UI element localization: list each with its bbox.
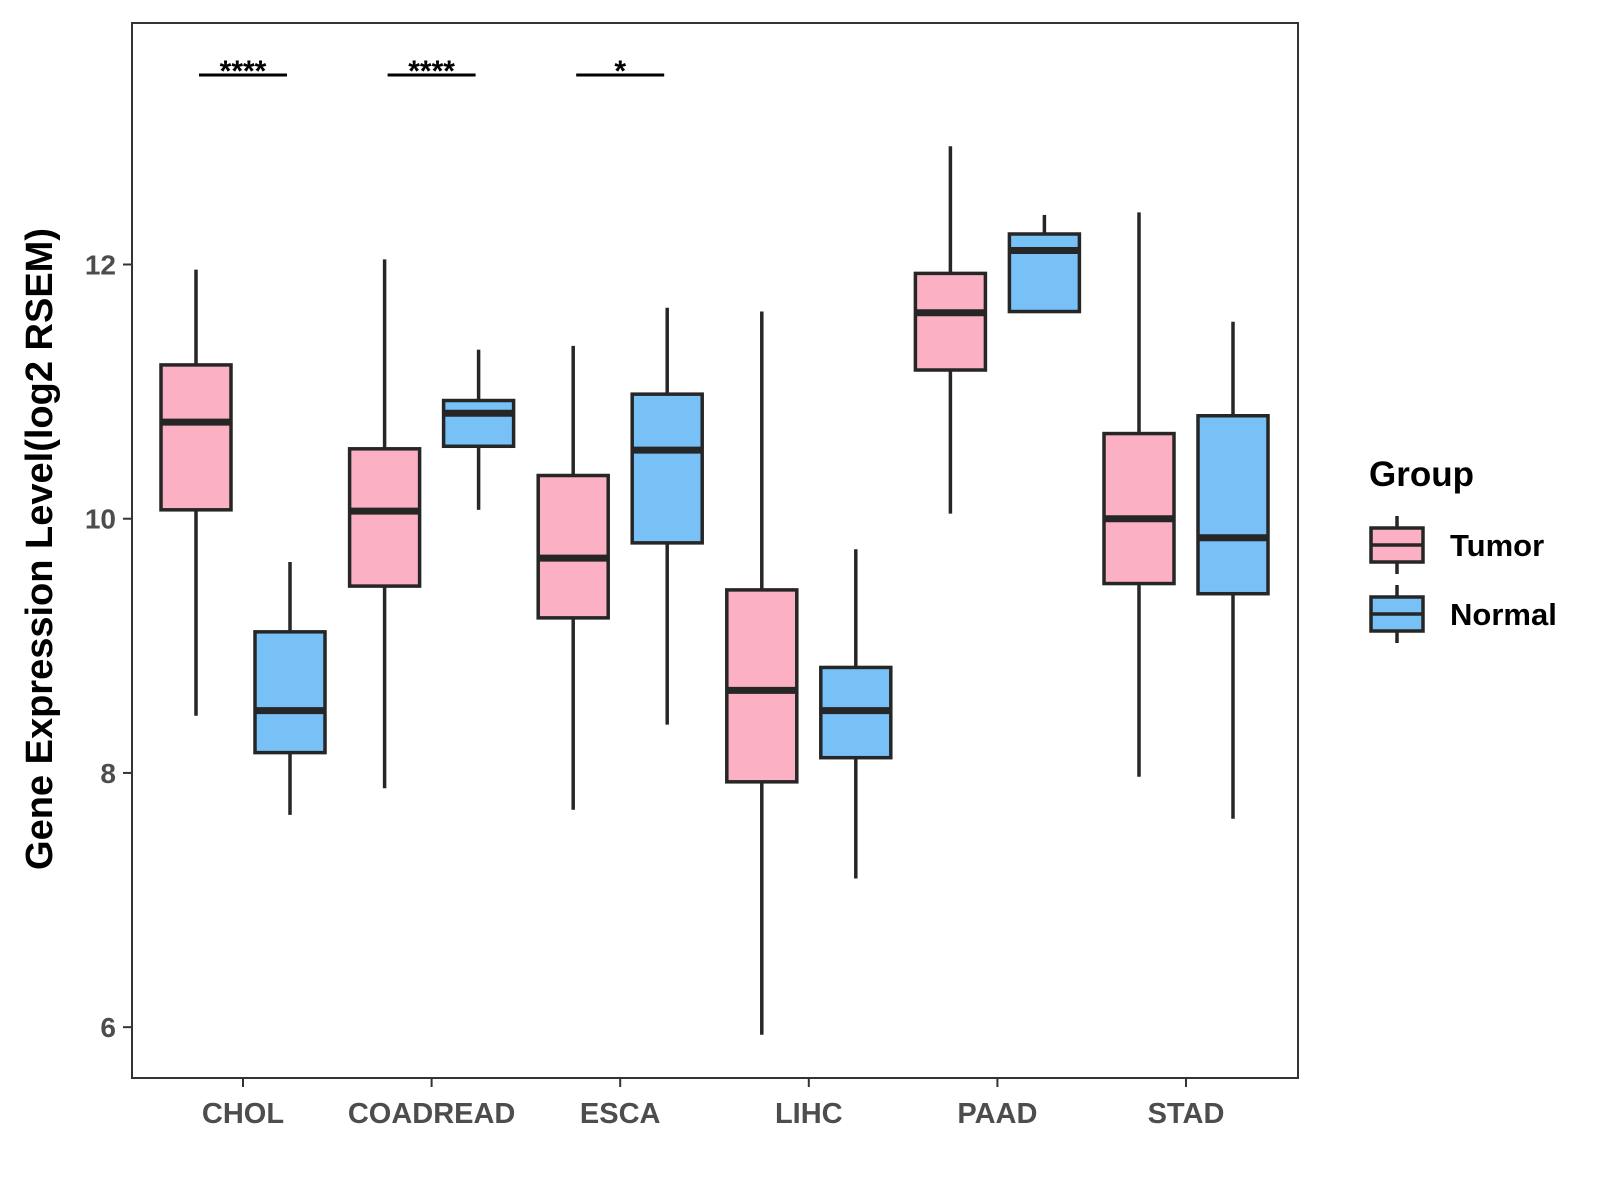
- y-tick-label-6: 6: [100, 1012, 116, 1043]
- x-tick-label-lihc: LIHC: [775, 1098, 843, 1130]
- plot-area: **** **** *: [159, 55, 1270, 1035]
- legend-title: Group: [1369, 455, 1474, 494]
- box-body-stad-normal: [1196, 414, 1270, 596]
- significance-label-esca: *: [614, 55, 626, 88]
- x-tick-label-chol: CHOL: [202, 1098, 284, 1130]
- axes: 6 8 10 12 CHOL COADREAD ESCA LIHC PAAD STAD: [85, 22, 1299, 1130]
- x-tick-label-stad: STAD: [1148, 1098, 1225, 1130]
- y-tick-label-12: 12: [85, 250, 116, 281]
- significance-label-coadread: ****: [408, 55, 455, 88]
- box-body-paad-normal: [1007, 232, 1082, 314]
- x-tick-label-esca: ESCA: [580, 1098, 661, 1130]
- box-chol-tumor: [159, 269, 233, 716]
- legend-label-normal: Normal: [1450, 597, 1557, 632]
- x-tick-label-coadread: COADREAD: [348, 1098, 516, 1130]
- box-lihc-tumor: [725, 311, 799, 1035]
- y-tick-label-10: 10: [85, 504, 116, 535]
- box-stad-normal: [1196, 321, 1270, 819]
- box-body-chol-normal: [253, 630, 327, 755]
- box-body-esca-tumor: [536, 473, 610, 620]
- box-paad-normal: [1007, 214, 1082, 314]
- box-esca-tumor: [536, 345, 610, 810]
- box-stad-tumor: [1102, 212, 1176, 777]
- box-body-coadread-tumor: [347, 447, 422, 588]
- box-body-esca-normal: [630, 392, 704, 545]
- box-body-lihc-tumor: [725, 588, 799, 784]
- panel-border: [131, 22, 1299, 1079]
- x-tick-label-paad: PAAD: [957, 1098, 1037, 1130]
- box-body-paad-tumor: [913, 271, 988, 372]
- box-body-stad-tumor: [1102, 431, 1176, 586]
- series-normal: [253, 214, 1270, 879]
- series-tumor: [159, 146, 1176, 1035]
- box-lihc-normal: [819, 549, 893, 879]
- legend-label-tumor: Tumor: [1450, 528, 1544, 563]
- box-body-coadread-normal: [441, 398, 516, 449]
- box-esca-normal: [630, 307, 704, 725]
- box-coadread-tumor: [347, 259, 422, 789]
- legend-item-tumor: Tumor: [1369, 516, 1544, 574]
- box-paad-tumor: [913, 146, 988, 514]
- legend: Group Tumor Normal: [1369, 455, 1557, 643]
- legend-item-normal: Normal: [1369, 585, 1557, 643]
- significance-label-chol: ****: [220, 55, 267, 88]
- y-axis-title: Gene Expression Level(log2 RSEM): [19, 228, 61, 870]
- box-coadread-normal: [441, 349, 516, 510]
- box-body-chol-tumor: [159, 363, 233, 512]
- box-chol-normal: [253, 561, 327, 815]
- y-tick-label-8: 8: [100, 758, 116, 789]
